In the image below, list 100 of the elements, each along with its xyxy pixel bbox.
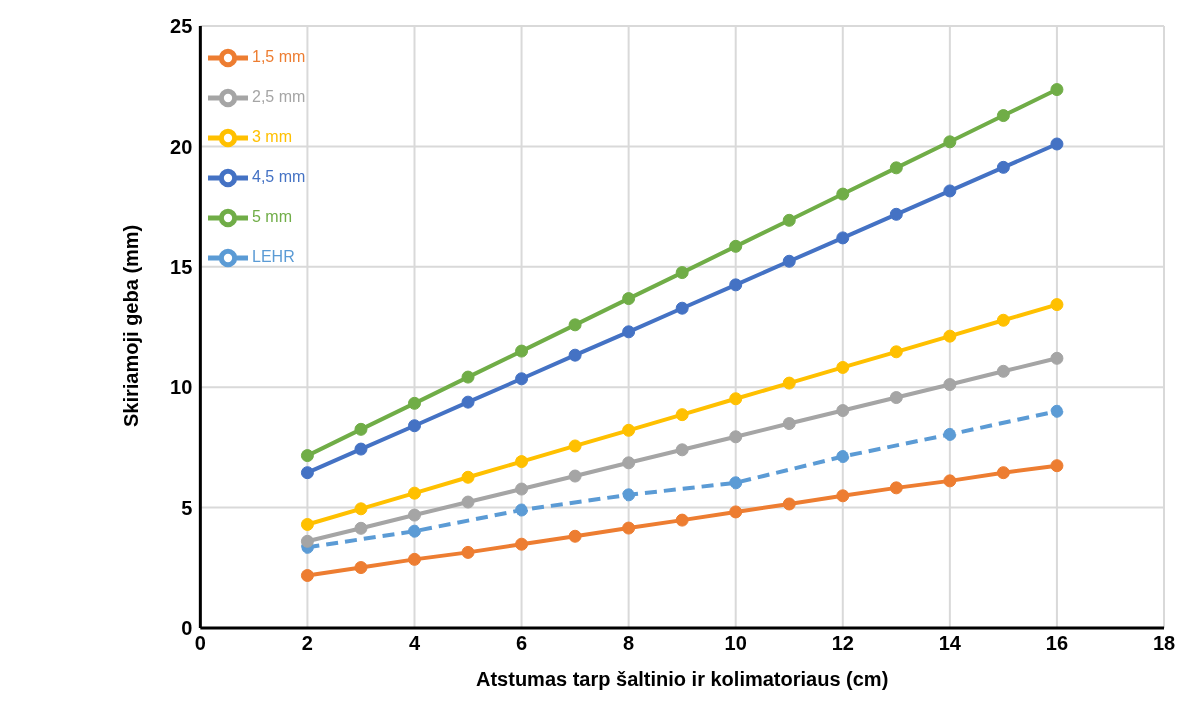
- point: [622, 325, 636, 339]
- point: [461, 395, 475, 409]
- point: [943, 329, 957, 343]
- point: [515, 372, 529, 386]
- point: [729, 278, 743, 292]
- point: [461, 495, 475, 509]
- point: [943, 474, 957, 488]
- point: [675, 266, 689, 280]
- point: [836, 404, 850, 418]
- point: [889, 481, 903, 495]
- point: [568, 348, 582, 362]
- point: [568, 469, 582, 483]
- point: [836, 489, 850, 503]
- point: [568, 529, 582, 543]
- point: [300, 517, 314, 531]
- point: [836, 450, 850, 464]
- point: [996, 466, 1010, 480]
- point: [407, 419, 421, 433]
- x-tick-label: 16: [1045, 632, 1069, 655]
- point: [836, 360, 850, 374]
- x-tick-label: 18: [1152, 632, 1176, 655]
- x-axis-title: Atstumas tarp šaltinio ir kolimatoriaus (cm): [476, 668, 889, 690]
- point: [889, 161, 903, 175]
- point: [300, 449, 314, 463]
- point: [354, 442, 368, 456]
- point: [461, 545, 475, 559]
- legend-label: 5 mm: [252, 208, 292, 226]
- point: [675, 443, 689, 457]
- point: [461, 470, 475, 484]
- point: [729, 476, 743, 490]
- point: [943, 378, 957, 392]
- point: [407, 396, 421, 410]
- point: [836, 187, 850, 201]
- point: [729, 392, 743, 406]
- legend-label: 3 mm: [252, 128, 292, 146]
- legend-label: 1,5 mm: [252, 48, 306, 66]
- point: [622, 423, 636, 437]
- point: [300, 534, 314, 548]
- point: [1050, 83, 1064, 97]
- point: [354, 561, 368, 575]
- point: [622, 456, 636, 470]
- point: [568, 439, 582, 453]
- point: [407, 524, 421, 538]
- point: [354, 521, 368, 535]
- point: [943, 427, 957, 441]
- point: [729, 239, 743, 253]
- point: [1050, 404, 1064, 418]
- point: [943, 184, 957, 198]
- point: [622, 292, 636, 306]
- point: [300, 569, 314, 583]
- point: [782, 254, 796, 268]
- point: [1050, 459, 1064, 473]
- x-tick-label: 6: [516, 632, 528, 655]
- point: [675, 408, 689, 422]
- point: [782, 213, 796, 227]
- legend-label: 2,5 mm: [252, 88, 306, 106]
- point: [1050, 137, 1064, 151]
- x-tick-label: 14: [938, 632, 962, 655]
- point: [1050, 298, 1064, 312]
- point: [407, 486, 421, 500]
- y-tick-label: 25: [170, 15, 193, 38]
- x-tick-label: 8: [623, 632, 635, 655]
- legend-label: LEHR: [252, 248, 295, 266]
- point: [675, 513, 689, 527]
- point: [729, 430, 743, 444]
- point: [889, 207, 903, 221]
- point: [461, 370, 475, 384]
- point: [782, 376, 796, 390]
- point: [996, 313, 1010, 327]
- point: [889, 345, 903, 359]
- point: [407, 508, 421, 522]
- point: [996, 160, 1010, 174]
- point: [515, 482, 529, 496]
- y-tick-label: 20: [170, 135, 193, 158]
- y-tick-label: 10: [170, 376, 193, 399]
- x-tick-label: 4: [408, 632, 421, 655]
- point: [515, 344, 529, 358]
- point: [515, 503, 529, 517]
- point: [836, 231, 850, 245]
- point: [568, 318, 582, 332]
- point: [729, 505, 743, 519]
- y-tick-label: 0: [181, 617, 193, 640]
- point: [943, 135, 957, 149]
- x-tick-label: 12: [831, 632, 854, 655]
- point: [996, 364, 1010, 378]
- point: [622, 521, 636, 535]
- point: [996, 109, 1010, 123]
- point: [782, 497, 796, 511]
- point: [354, 422, 368, 436]
- y-tick-label: 5: [181, 496, 193, 519]
- y-axis-title: Skiriamoji geba (mm): [120, 224, 143, 427]
- point: [354, 502, 368, 516]
- y-tick-label: 15: [170, 255, 193, 278]
- legend-label: 4,5 mm: [252, 168, 306, 186]
- x-tick-label: 2: [301, 632, 313, 655]
- point: [515, 537, 529, 551]
- x-tick-label: 10: [724, 632, 747, 655]
- point: [1050, 351, 1064, 365]
- point: [675, 301, 689, 315]
- point: [407, 552, 421, 566]
